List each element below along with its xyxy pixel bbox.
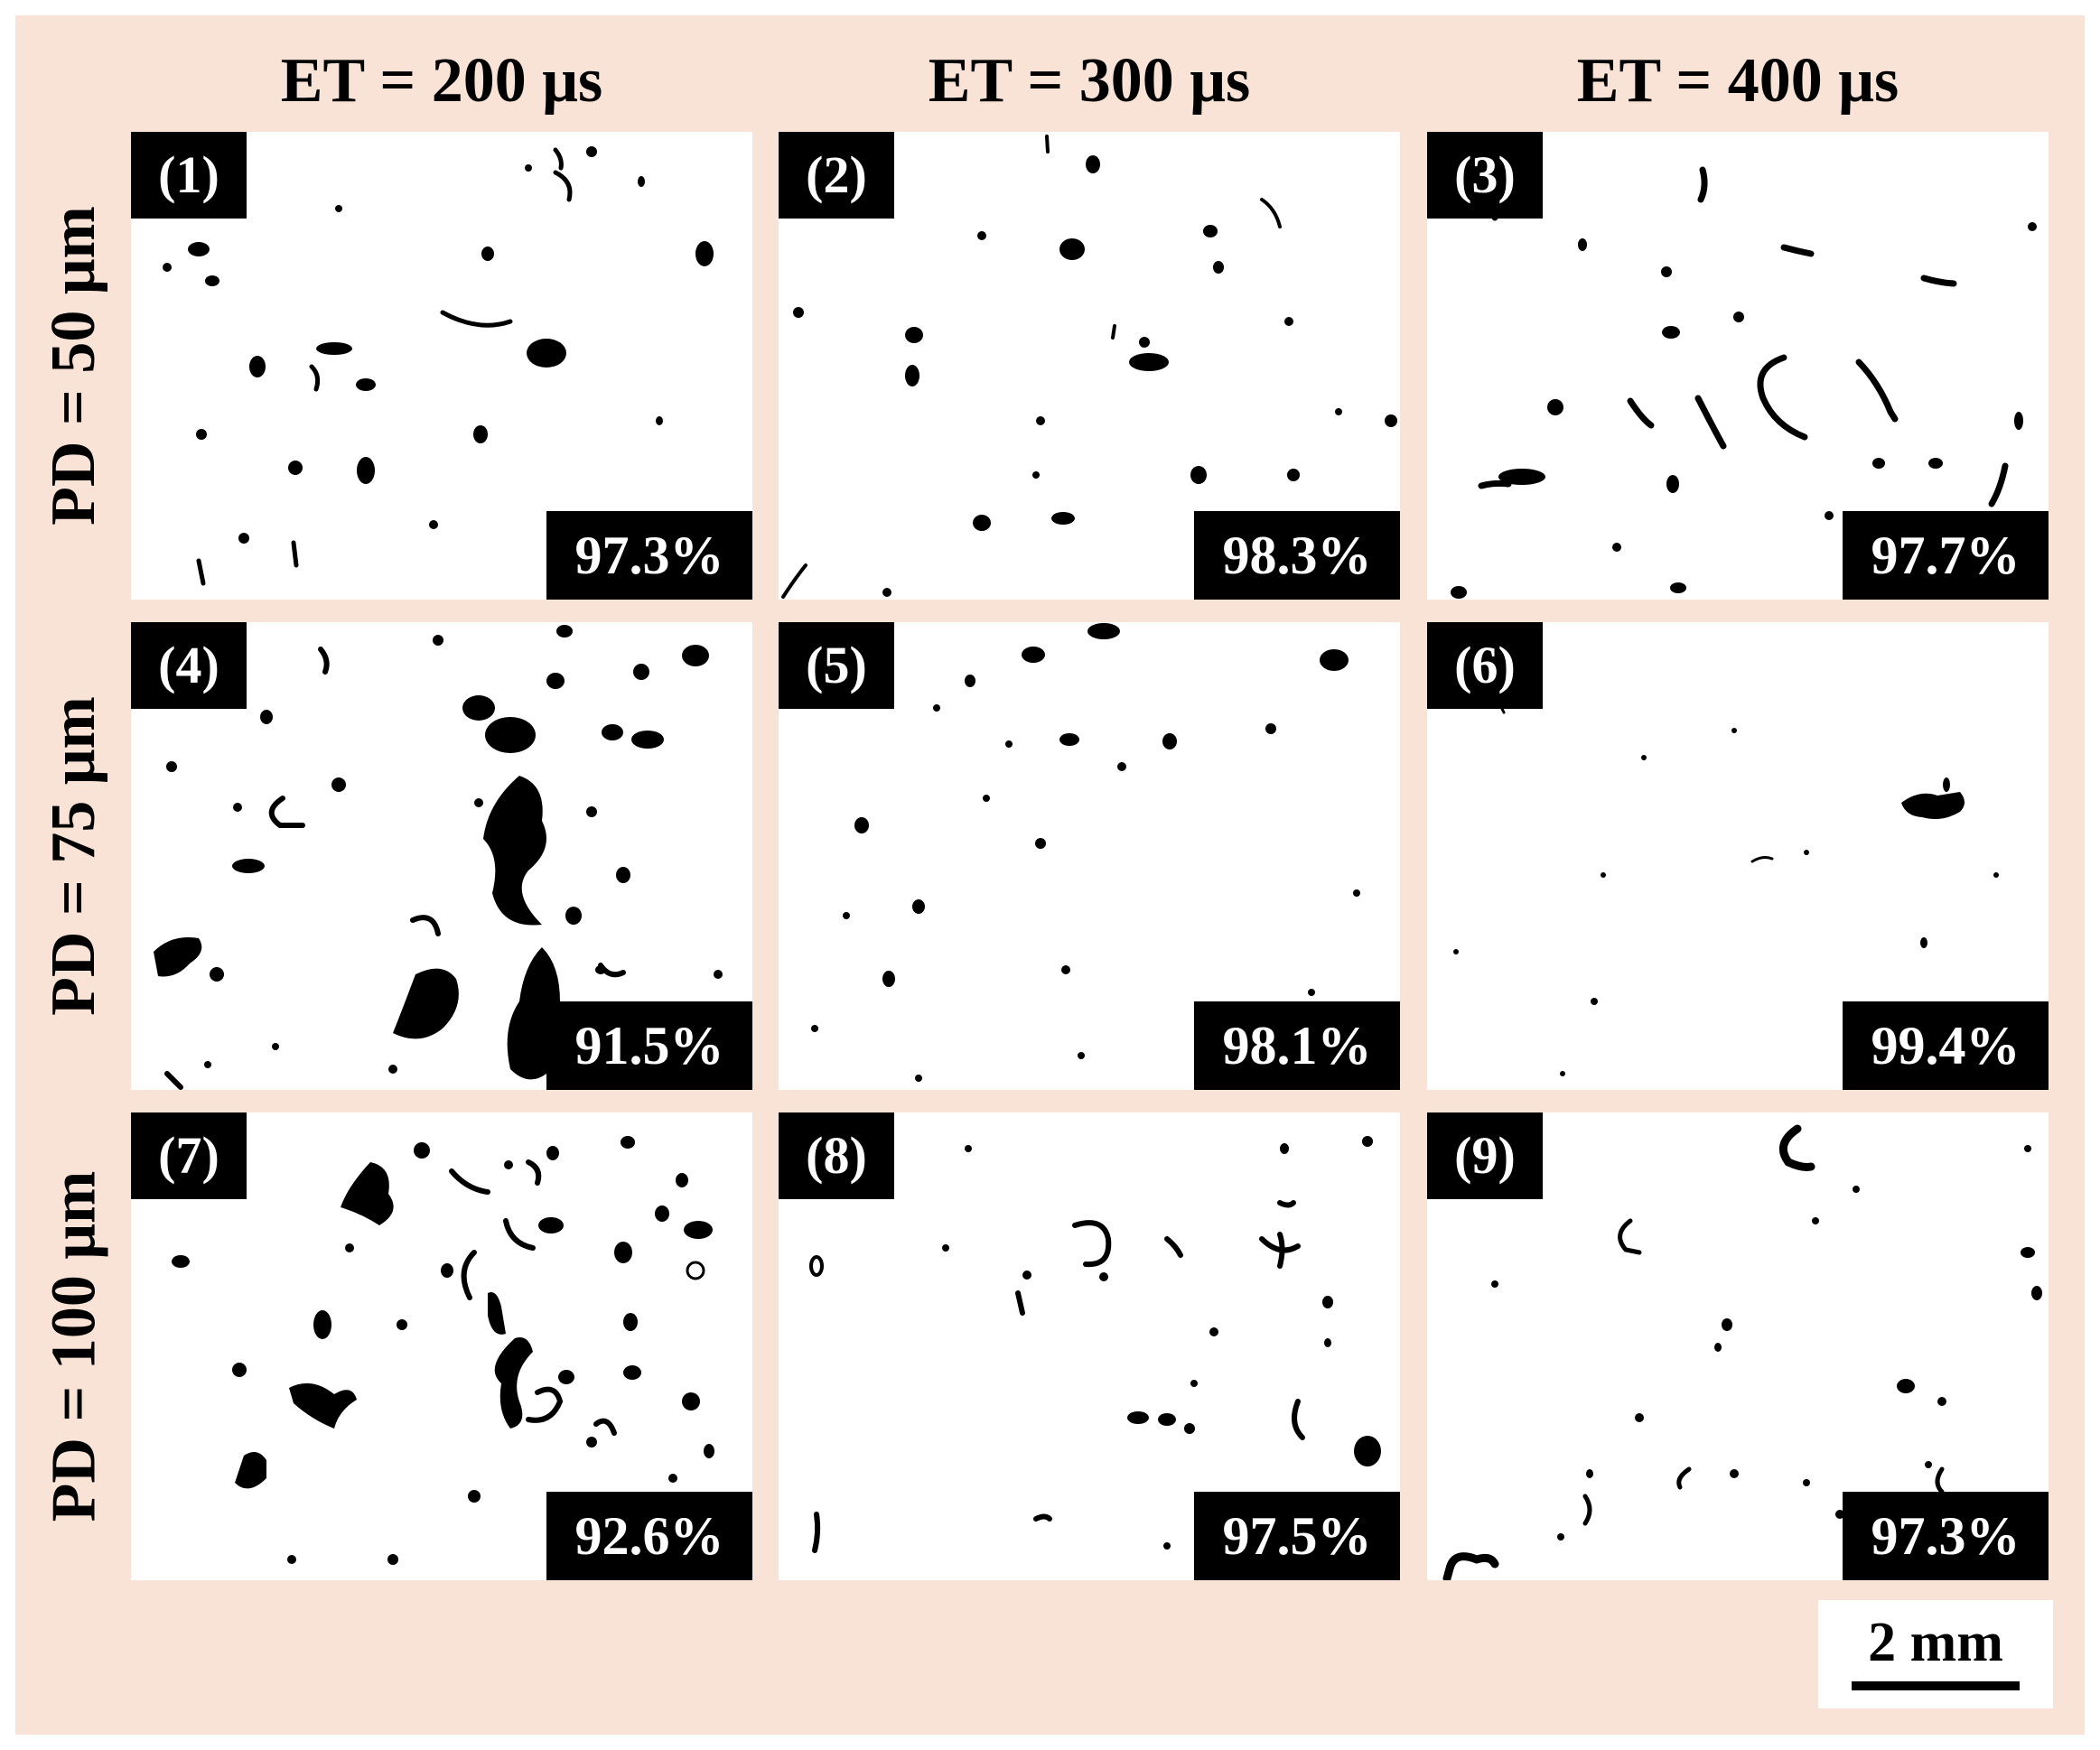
density-label-2: 98.3%: [1194, 511, 1400, 600]
row-header-pd-75: PD = 75 μm: [38, 622, 110, 1090]
panel-id-9: (9): [1427, 1112, 1543, 1199]
panel-id-6: (6): [1427, 622, 1543, 709]
density-label-4: 91.5%: [546, 1001, 752, 1090]
pore-map-5: [811, 623, 1360, 1082]
column-header-et-400: ET = 400 μs: [1576, 46, 1899, 116]
panel-id-7: (7): [131, 1112, 247, 1199]
micrograph-panel-8: (8) 97.5%: [779, 1112, 1400, 1580]
pore-map-8: [809, 1136, 1381, 1569]
micrograph-panel-4: (4) 91.5%: [131, 622, 752, 1090]
row-header-pd-50: PD = 50 μm: [38, 132, 110, 600]
micrograph-panel-1: (1) 97.3%: [131, 132, 752, 600]
density-label-7: 92.6%: [546, 1492, 752, 1580]
pore-map-1: [163, 146, 714, 586]
panel-id-8: (8): [779, 1112, 894, 1199]
scale-bar-line: [1852, 1681, 2020, 1690]
micrograph-panel-2: (2) 98.3%: [779, 132, 1400, 600]
density-label-5: 98.1%: [1194, 1001, 1400, 1090]
density-label-1: 97.3%: [546, 511, 752, 600]
micrograph-panel-5: (5) 98.1%: [779, 622, 1400, 1090]
row-header-pd-50-text: PD = 50 μm: [39, 206, 109, 526]
micrograph-panel-3: (3) 97.7%: [1427, 132, 2049, 600]
pore-map-6: [1453, 702, 1999, 1076]
density-label-6: 99.4%: [1843, 1001, 2049, 1090]
panel-id-3: (3): [1427, 132, 1543, 219]
scale-bar: 2 mm: [1818, 1600, 2053, 1708]
row-header-pd-100-text: PD = 100 μm: [39, 1170, 109, 1522]
pore-map-7: [172, 1136, 714, 1565]
scale-bar-label: 2 mm: [1868, 1612, 2003, 1673]
column-header-et-300: ET = 300 μs: [928, 46, 1251, 116]
row-header-pd-75-text: PD = 75 μm: [39, 696, 109, 1016]
panel-id-1: (1): [131, 132, 247, 219]
micrograph-panel-7: (7) 92.6%: [131, 1112, 752, 1580]
pore-map-2: [781, 135, 1397, 599]
density-label-9: 97.3%: [1843, 1492, 2049, 1580]
panel-id-2: (2): [779, 132, 894, 219]
panel-id-4: (4): [131, 622, 247, 709]
micrograph-panel-6: (6) 99.4%: [1427, 622, 2049, 1090]
row-header-pd-100: PD = 100 μm: [38, 1112, 110, 1580]
panel-id-5: (5): [779, 622, 894, 709]
density-label-3: 97.7%: [1843, 511, 2049, 600]
pore-map-4: [154, 625, 723, 1090]
column-header-et-200: ET = 200 μs: [280, 46, 603, 116]
micrograph-panel-9: (9) 97.3%: [1427, 1112, 2049, 1580]
density-label-8: 97.5%: [1194, 1492, 1400, 1580]
